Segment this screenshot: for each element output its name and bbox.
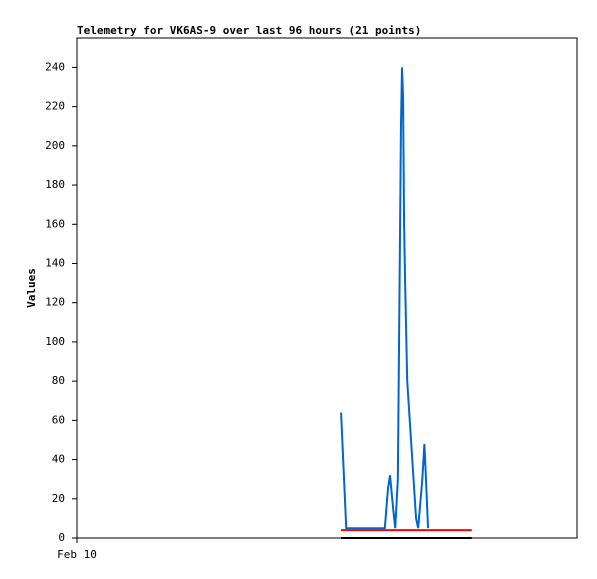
y-tick-label: 180: [45, 178, 65, 191]
series-line: [340, 67, 430, 530]
y-tick-label: 200: [45, 139, 65, 152]
y-tick-label: 40: [52, 453, 65, 466]
y-tick-label: 20: [52, 492, 65, 505]
y-tick-label: 60: [52, 413, 65, 426]
plot-frame: [76, 37, 578, 539]
y-axis-label: Values: [25, 268, 38, 308]
y-tick-label: 160: [45, 217, 65, 230]
y-tick-label: 140: [45, 256, 65, 269]
y-tick-label: 220: [45, 100, 65, 113]
y-tick-label: 120: [45, 296, 65, 309]
y-tick-label: 100: [45, 335, 65, 348]
y-tick-label: 240: [45, 60, 65, 73]
chart-title: Telemetry for VK6AS-9 over last 96 hours…: [77, 24, 421, 37]
y-tick-label: 0: [58, 531, 65, 544]
y-tick-label: 80: [52, 374, 65, 387]
x-tick-label: Feb 10: [57, 548, 97, 561]
